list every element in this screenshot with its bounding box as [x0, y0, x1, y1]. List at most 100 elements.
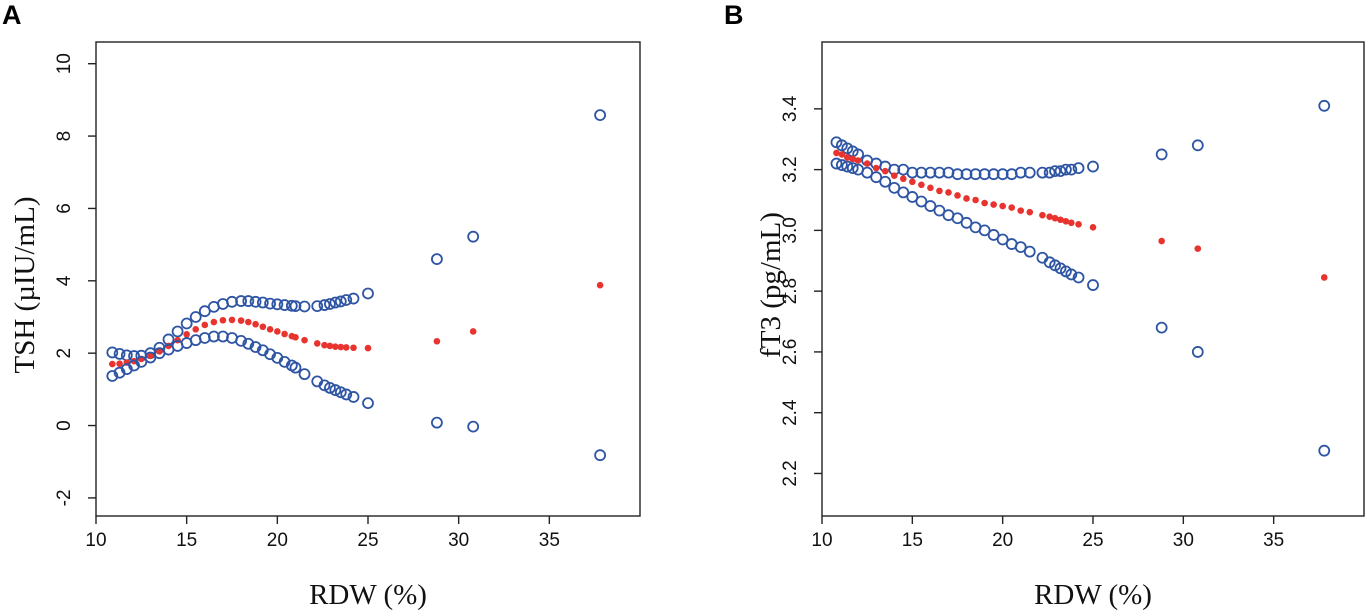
panel-a-y-axis: -2 0 2 4 6 8 10: [54, 53, 96, 506]
panel-a-upper-95-ci-point: [180, 317, 193, 330]
panel-b-estimate-point: [890, 172, 898, 179]
panel-a-estimate-point: [433, 337, 441, 345]
panel-b-lower-95-ci-point: [987, 229, 1000, 241]
panel-b-upper-95-ci-point: [906, 166, 919, 179]
panel-b-x-tick-label: 20: [992, 530, 1013, 551]
panel-a-lower-95-ci-point: [467, 420, 480, 433]
panel-a-estimate-point: [156, 348, 163, 355]
panel-b-estimate-point: [863, 160, 871, 167]
panel-a-lower-95-ci-point: [298, 368, 311, 381]
panel-a-estimate-point: [469, 328, 477, 335]
panel-b-estimate-point: [1057, 216, 1064, 224]
panel-a-estimate-point: [219, 316, 227, 324]
panel-a-estimate-point: [266, 325, 274, 333]
panel-a-estimate-point: [364, 344, 372, 352]
panel-a-y-tick-label: 2: [54, 348, 75, 359]
panel-b-y-tick-label: 3.2: [780, 156, 801, 182]
panel-b-upper-95-ci-point: [969, 168, 982, 181]
panel-b: B 10 15 20 25 30 35 2.2 2.4 2.6 2.8 3.0 3.2 3.4 RDW…: [724, 0, 1365, 611]
panel-b-estimate-point: [1046, 213, 1053, 221]
panel-b-estimate-point: [954, 192, 961, 199]
panel-b-estimate-point: [872, 164, 880, 172]
panel-a-lower-95-ci-point: [289, 361, 302, 374]
panel-a-lower-95-ci-point: [264, 348, 276, 361]
panel-a-upper-95-ci-point: [235, 295, 247, 307]
panel-a-upper-95-ci-point: [318, 299, 331, 311]
panel-a-upper-95-ci-point: [362, 287, 374, 300]
panel-a-upper-95-ci-point: [113, 347, 126, 360]
panel-a-estimate-point: [116, 360, 123, 367]
panel-a-estimate-point: [192, 325, 200, 333]
panel-a-estimate-point: [210, 318, 218, 326]
panel-b-estimate-point: [1039, 211, 1046, 219]
panel-b-estimate-point: [1320, 274, 1328, 281]
panel-a-estimate-point: [259, 323, 267, 331]
panel-a-estimate-point: [237, 317, 245, 324]
panel-b-estimate-point: [909, 178, 916, 186]
panel-b-lower-95-ci-point: [915, 195, 928, 208]
panel-b-lower-95-ci-point: [924, 200, 937, 212]
panel-a-upper-95-ci-point: [594, 109, 607, 121]
panel-a-lower-95-ci-point: [278, 355, 291, 368]
panel-b-upper-95-ci-point: [1036, 166, 1049, 179]
panel-a-x-tick-label: 20: [267, 530, 288, 551]
panel-b-estimate-point: [1075, 221, 1082, 228]
panel-b-estimate-point: [1158, 237, 1165, 245]
panel-a-upper-95-ci-point: [298, 300, 311, 313]
panel-b-estimate-point: [1051, 214, 1059, 222]
panel-a-y-tick-label: 4: [54, 275, 75, 286]
panel-a-upper-95-ci-point: [334, 295, 347, 308]
panel-b-upper-95-ci-point: [1155, 148, 1168, 161]
panel-a-upper-95-ci-point: [431, 253, 443, 266]
panel-b-lower-95-ci-point: [870, 171, 883, 184]
panel-a-upper-95-ci-point: [278, 299, 291, 311]
panel-a-x-tick-label: 25: [357, 530, 378, 551]
panel-a-lower-95-ci-point: [329, 384, 342, 396]
panel-a-lower-95-ci-point: [431, 416, 443, 429]
panel-b-upper-95-ci-point: [996, 168, 1009, 181]
panel-a-lower-95-ci-point: [242, 337, 255, 350]
panel-a-lower-95-ci-point: [106, 370, 119, 382]
panel-a-upper-95-ci-point: [242, 295, 255, 307]
panel-b-lower-95-ci-point: [951, 212, 964, 225]
panel-a-y-tick-label: -2: [54, 489, 75, 506]
panel-a-lower-95-ci-point: [144, 351, 157, 364]
panel-b-estimate-point: [927, 184, 934, 192]
panel-b-estimate-point: [1026, 208, 1034, 216]
panel-b-estimate-point: [854, 157, 862, 164]
panel-b-lower-95-ci-point: [861, 166, 874, 179]
panel-b-upper-95-ci-point: [1065, 163, 1078, 176]
panel-a-x-tick-label: 10: [85, 530, 106, 551]
panel-b-lower-95-ci-point: [996, 233, 1009, 246]
panel-b-lower-95-ci-point: [1087, 279, 1099, 291]
panel-b-upper-95-ci-point: [978, 168, 991, 181]
panel-a-lower-95-ci-point: [347, 391, 360, 403]
panel-a-estimate-point: [228, 316, 236, 324]
panel-a-upper-95-ci-point: [256, 296, 269, 309]
panel-a-x-tick-label: 15: [176, 530, 197, 551]
panel-a-lower-95-ci-point: [334, 386, 347, 399]
panel-a-x-tick-label: 30: [448, 530, 469, 551]
panel-a-estimate-point: [274, 328, 281, 335]
panel-a-lower-95-ci-point: [340, 388, 353, 401]
panel-a-upper-95-ci-point: [264, 297, 276, 310]
panel-a-y-tick-label: 0: [54, 420, 75, 431]
panel-b-lower-95-ci-point: [1023, 245, 1036, 258]
panel-b-lower-95-ci-point: [846, 162, 859, 175]
panel-b-upper-95-ci-point: [1049, 165, 1061, 178]
panel-b-lower-95-ci-point: [978, 224, 991, 237]
panel-b-lower-95-ci-point: [1065, 268, 1078, 281]
panel-b-estimate-point: [981, 199, 988, 207]
panel-b-estimate-point: [936, 187, 943, 195]
panel-a-upper-95-ci-point: [271, 298, 284, 311]
panel-b-estimate-point: [945, 189, 952, 196]
panel-b-x-tick-label: 10: [811, 530, 832, 551]
panel-a-estimate-point: [201, 321, 209, 329]
panel-a-lower-95-ci-point: [235, 334, 247, 347]
panel-a-estimate-point: [301, 336, 308, 344]
panel-b-estimate-point: [849, 155, 857, 163]
panel-b-y-axis: 2.2 2.4 2.6 2.8 3.0 3.2 3.4: [780, 95, 822, 487]
panel-b-y-tick-label: 2.4: [780, 399, 801, 426]
panel-b-marks: [830, 99, 1331, 457]
